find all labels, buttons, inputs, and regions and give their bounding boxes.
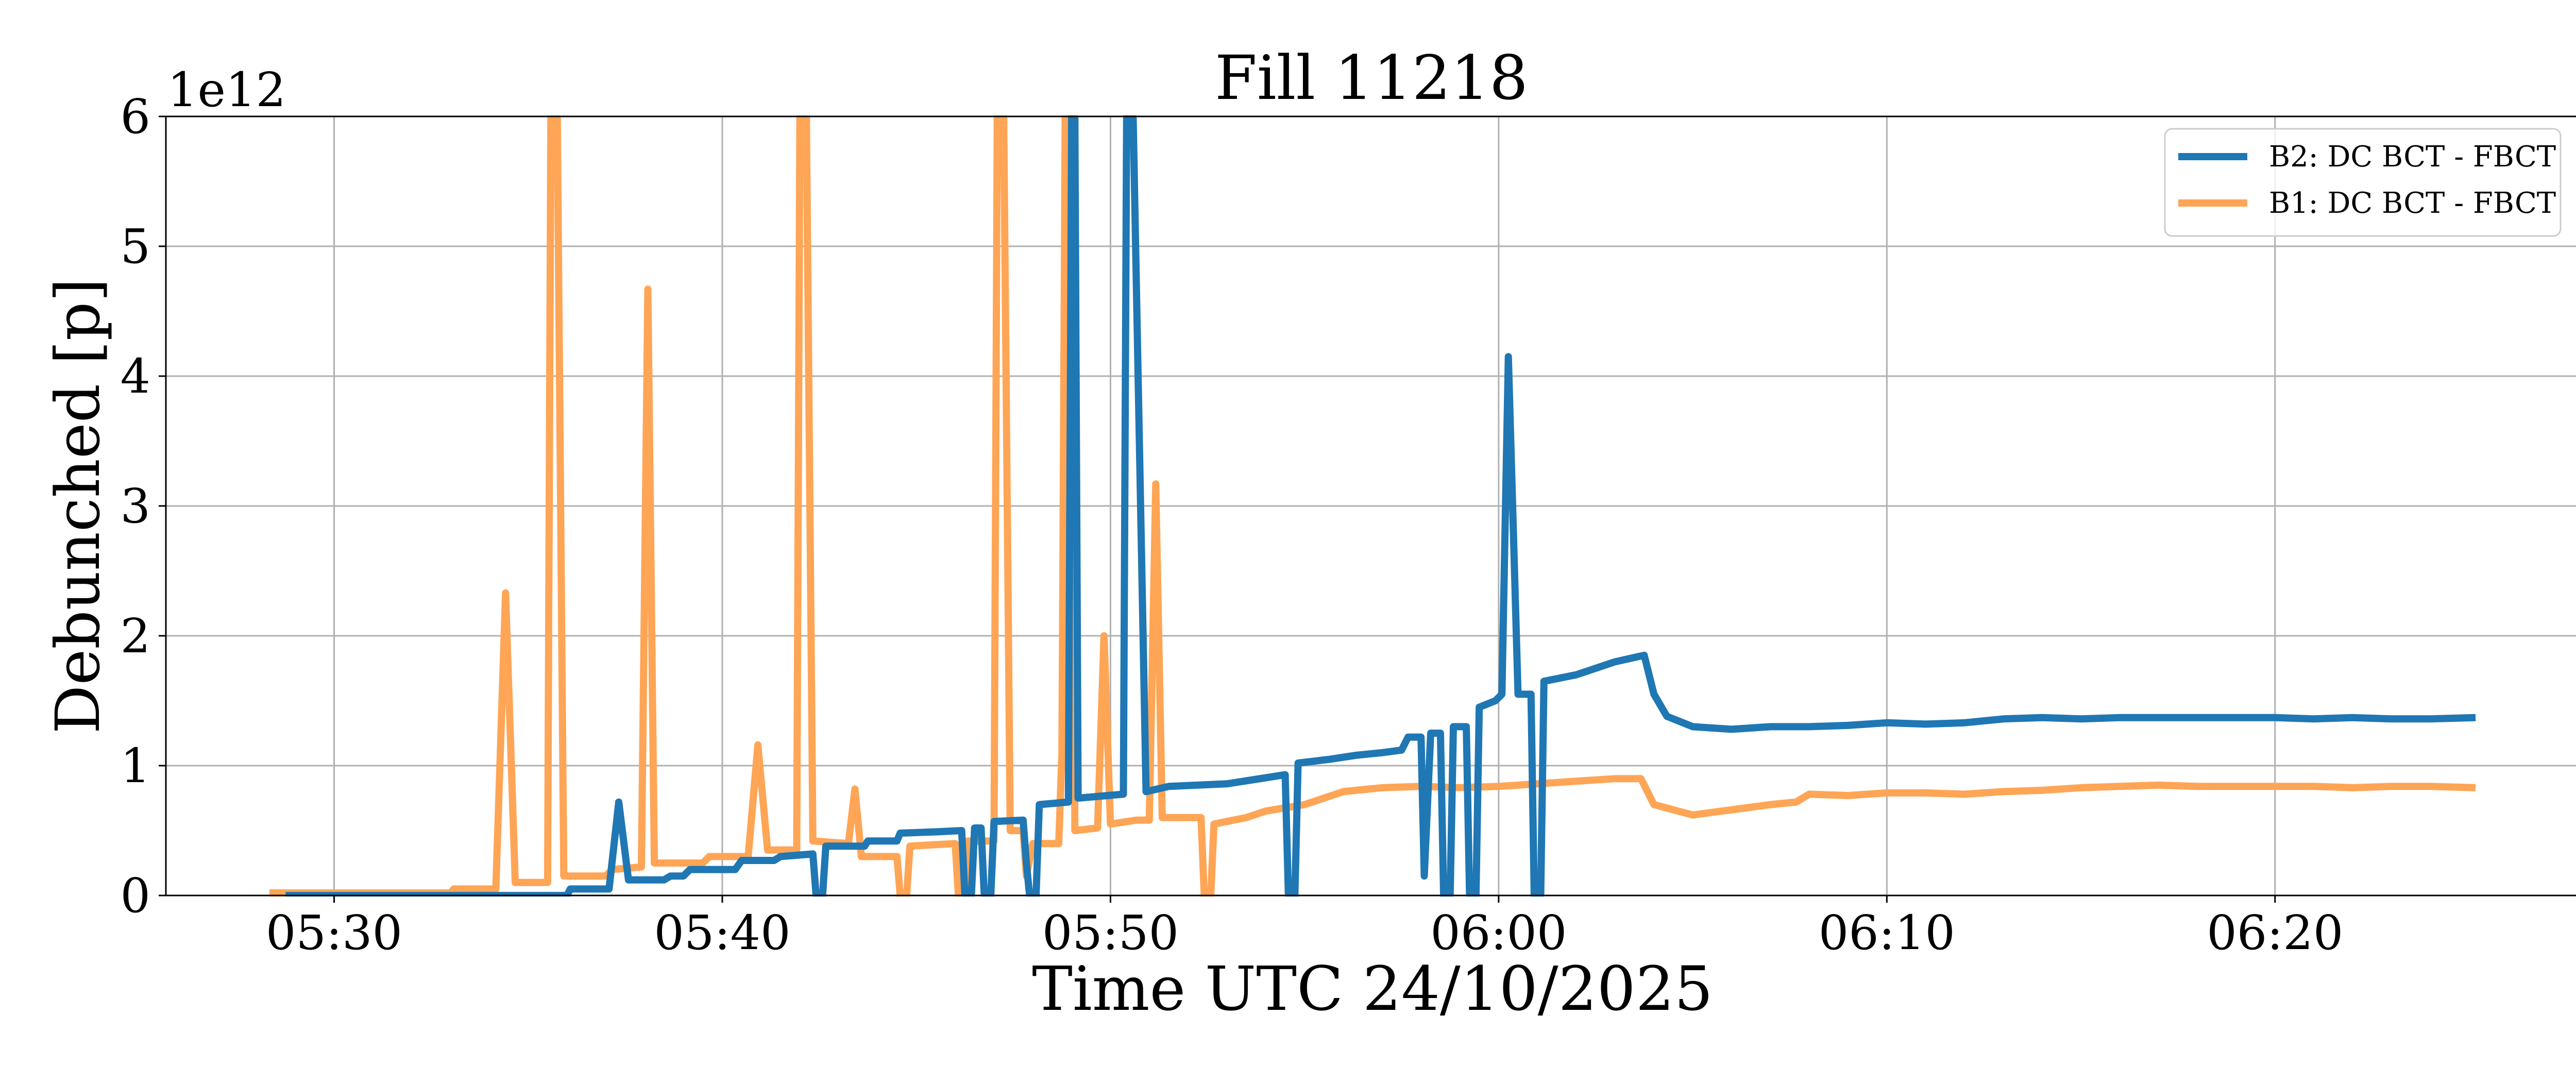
- x-tick-label: 05:30: [266, 905, 402, 960]
- x-axis-label: Time UTC 24/10/2025: [1032, 953, 1713, 1024]
- x-tick-label: 06:20: [2207, 905, 2343, 960]
- y-tick-label: 6: [120, 89, 150, 144]
- y-tick-label: 4: [120, 349, 150, 404]
- legend: B2: DC BCT - FBCT B1: DC BCT - FBCT: [2164, 128, 2562, 237]
- legend-label-b2: B2: DC BCT - FBCT: [2269, 140, 2556, 174]
- x-tick-label: 05:40: [654, 905, 790, 960]
- x-tick-label: 06:10: [1819, 905, 1955, 960]
- chart-title: Fill 11218: [1215, 42, 1528, 113]
- y-tick-label: 5: [120, 219, 150, 274]
- y-tick-label: 3: [120, 479, 150, 534]
- y-axis-ticks: 0 1 2 3 4 5 6: [120, 89, 166, 923]
- y-tick-label: 2: [120, 608, 150, 664]
- y-tick-label: 0: [120, 868, 150, 923]
- y-tick-label: 1: [120, 738, 150, 793]
- x-tick-label: 05:50: [1042, 905, 1179, 960]
- legend-frame: [2164, 128, 2562, 237]
- x-tick-label: 06:00: [1430, 905, 1567, 960]
- x-axis-ticks: 05:30 05:40 05:50 06:00 06:10 06:20: [266, 895, 2343, 960]
- y-axis-offset-label: 1e12: [167, 62, 286, 117]
- y-axis-label: Debunched [p]: [42, 278, 113, 734]
- legend-label-b1: B1: DC BCT - FBCT: [2269, 187, 2556, 220]
